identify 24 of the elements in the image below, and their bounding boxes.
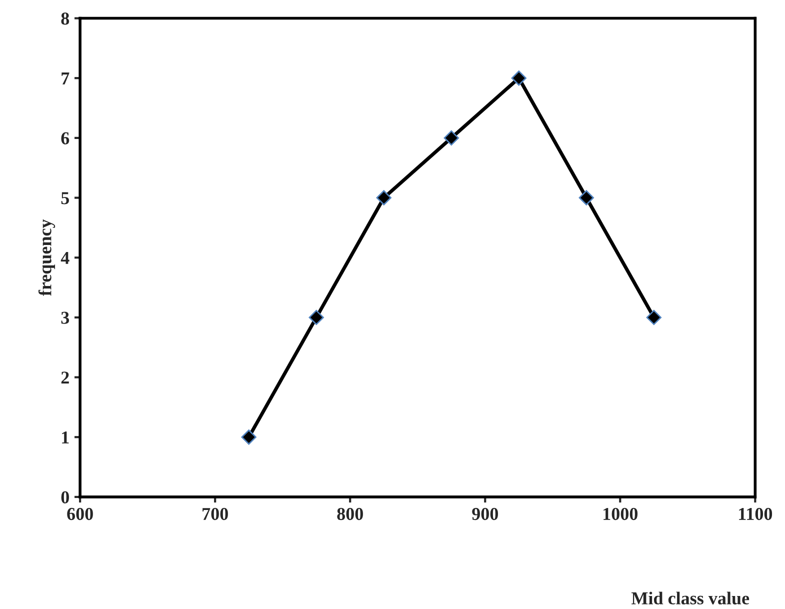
point <box>308 310 324 326</box>
x-tick-label: 800 <box>337 508 363 520</box>
y-tick-label: 5 <box>61 192 69 204</box>
x-tick-label: 1100 <box>739 508 772 520</box>
y-tick-label: 0 <box>61 491 69 504</box>
point <box>376 190 392 206</box>
y-tick-label: 3 <box>61 312 70 324</box>
y-tick-label: 8 <box>61 12 70 25</box>
x-axis-title: Mid class value <box>631 592 750 604</box>
y-axis-title: frequency <box>38 219 56 296</box>
point <box>241 430 256 445</box>
point <box>444 130 459 146</box>
x-tick-label: 1000 <box>604 508 638 520</box>
point <box>511 70 526 86</box>
x-tick-label: 700 <box>202 508 228 520</box>
y-tick-label: 4 <box>60 252 70 264</box>
y-tick-label: 2 <box>61 372 69 384</box>
x-tick-label: 900 <box>472 508 498 520</box>
x-tick-label: 600 <box>67 508 93 520</box>
y-tick-label: 1 <box>62 431 69 444</box>
point <box>578 190 594 206</box>
y-tick-label: 6 <box>61 132 70 144</box>
y-tick-label: 7 <box>62 72 70 84</box>
point <box>646 310 662 326</box>
